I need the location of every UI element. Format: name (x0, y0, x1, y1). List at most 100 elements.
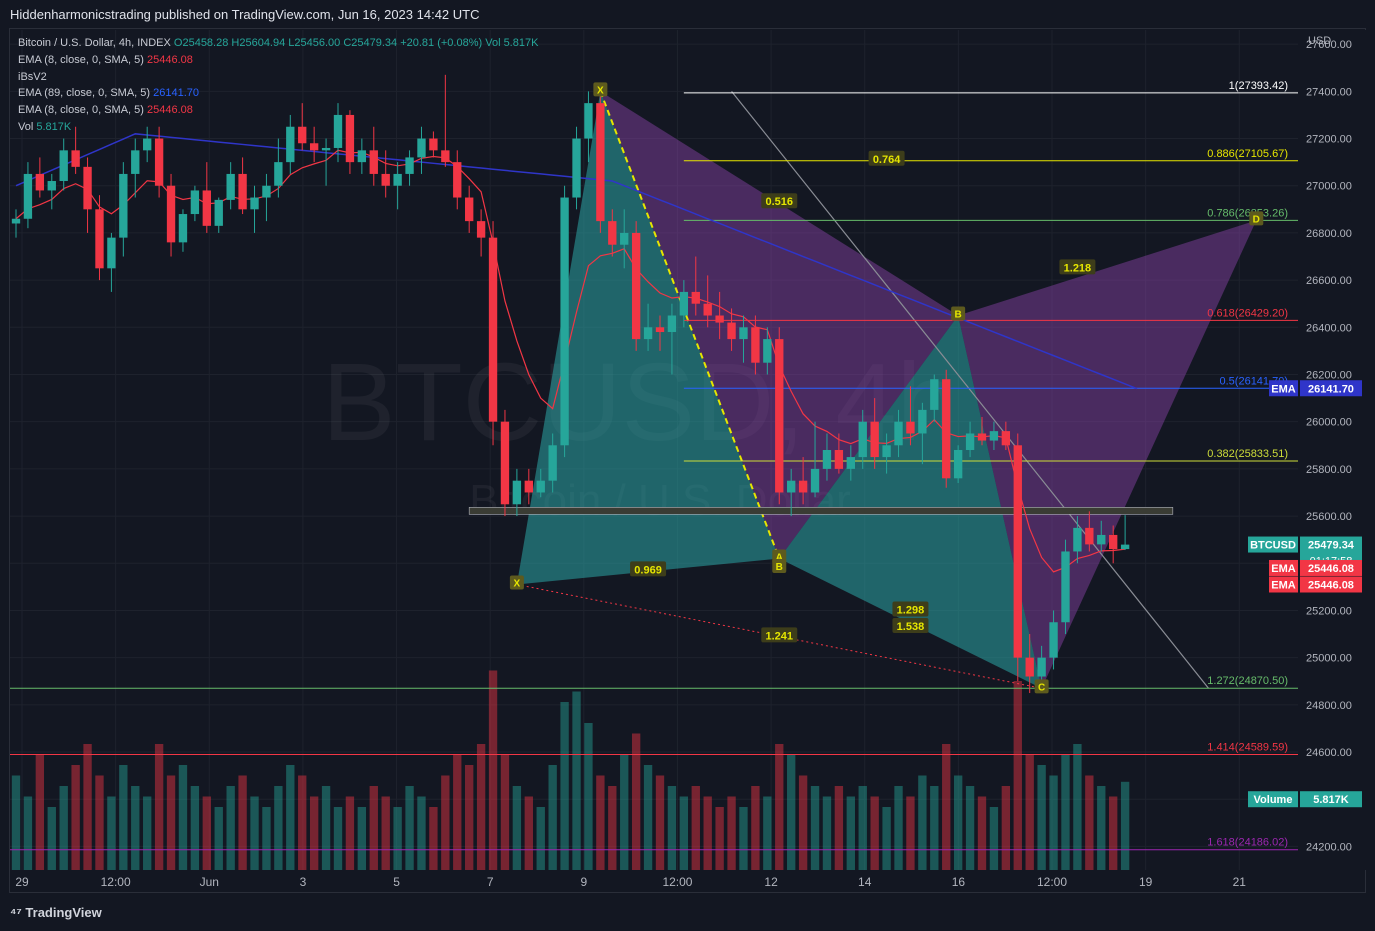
candle[interactable] (763, 327, 772, 375)
candle[interactable] (953, 445, 963, 484)
candle[interactable] (798, 457, 808, 505)
candle[interactable] (321, 138, 331, 186)
candle[interactable] (1085, 511, 1094, 552)
candle[interactable] (810, 421, 820, 498)
candle[interactable] (751, 315, 760, 375)
candle[interactable] (190, 185, 200, 222)
candle[interactable] (512, 468, 522, 517)
candle[interactable] (345, 110, 355, 174)
candle[interactable] (965, 421, 975, 458)
candle[interactable] (679, 280, 689, 328)
candle[interactable] (894, 409, 903, 458)
candle[interactable] (1049, 610, 1058, 670)
candle[interactable] (309, 126, 319, 163)
candle[interactable] (405, 150, 414, 186)
candle[interactable] (906, 386, 915, 446)
candle[interactable] (846, 445, 855, 481)
candle[interactable] (59, 138, 68, 191)
candle[interactable] (95, 195, 104, 281)
candle[interactable] (1097, 520, 1106, 552)
candle[interactable] (787, 468, 796, 517)
candle[interactable] (202, 162, 211, 233)
candle[interactable] (715, 291, 724, 340)
candle[interactable] (667, 303, 677, 375)
candle[interactable] (560, 185, 569, 458)
candle[interactable] (119, 162, 128, 257)
legend-ibs[interactable]: iBsV2 (18, 69, 538, 86)
candle[interactable] (417, 126, 426, 174)
candle[interactable] (942, 369, 951, 488)
candle[interactable] (333, 103, 343, 163)
candle[interactable] (643, 303, 653, 351)
candle[interactable] (631, 221, 641, 351)
candle[interactable] (596, 96, 605, 233)
candle[interactable] (143, 126, 152, 163)
legend-symbol-row[interactable]: Bitcoin / U.S. Dollar, 4h, INDEX O25458.… (18, 35, 538, 52)
candle[interactable] (178, 209, 188, 252)
candle[interactable] (1109, 525, 1118, 564)
candle[interactable] (298, 103, 307, 151)
candle[interactable] (250, 185, 259, 233)
candle[interactable] (441, 74, 450, 167)
candle[interactable] (1025, 634, 1034, 694)
candle[interactable] (989, 421, 999, 450)
candle[interactable] (83, 157, 92, 233)
candle[interactable] (918, 402, 927, 465)
candle[interactable] (357, 138, 367, 174)
candle[interactable] (1037, 645, 1046, 686)
price-tag[interactable]: EMA 25446.08 (1269, 576, 1362, 593)
candle[interactable] (154, 126, 164, 198)
candle[interactable] (226, 162, 235, 210)
candle[interactable] (930, 374, 939, 422)
candle[interactable] (71, 126, 80, 174)
candle[interactable] (166, 173, 176, 257)
candle[interactable] (548, 433, 557, 493)
legend-ema8b[interactable]: EMA (8, close, 0, SMA, 5) 25446.08 (18, 102, 538, 119)
candle[interactable] (465, 185, 474, 233)
candle[interactable] (11, 209, 21, 238)
candle[interactable] (1061, 539, 1070, 635)
legend-ema89[interactable]: EMA (89, close, 0, SMA, 5) 26141.70 (18, 85, 538, 102)
candle[interactable] (703, 275, 712, 328)
candle[interactable] (882, 433, 891, 474)
candle[interactable] (834, 433, 844, 474)
candle[interactable] (775, 327, 784, 505)
candle[interactable] (453, 150, 462, 210)
candle[interactable] (381, 150, 390, 198)
price-tag[interactable]: EMA 26141.70 (1269, 380, 1362, 397)
candle[interactable] (524, 468, 533, 505)
candle[interactable] (1001, 421, 1011, 450)
candle[interactable] (107, 232, 116, 292)
candle[interactable] (393, 162, 402, 210)
legend-ema8[interactable]: EMA (8, close, 0, SMA, 5) 25446.08 (18, 52, 538, 69)
candle[interactable] (214, 197, 223, 233)
candle[interactable] (476, 209, 486, 257)
candle[interactable] (23, 162, 33, 229)
candle[interactable] (131, 138, 140, 198)
price-tag[interactable]: EMA 25446.08 (1269, 559, 1362, 576)
candle[interactable] (274, 138, 283, 198)
candle[interactable] (429, 131, 438, 158)
candle[interactable] (739, 315, 748, 363)
candle[interactable] (1120, 515, 1130, 551)
candle[interactable] (655, 315, 665, 351)
candle[interactable] (1013, 433, 1022, 682)
candle[interactable] (691, 256, 700, 316)
candle[interactable] (488, 221, 498, 446)
candle[interactable] (727, 308, 736, 351)
candle[interactable] (572, 126, 581, 210)
candle[interactable] (620, 209, 629, 269)
candle[interactable] (1073, 516, 1082, 564)
candle[interactable] (977, 416, 987, 446)
candle[interactable] (369, 126, 378, 186)
candle[interactable] (608, 209, 617, 257)
candle[interactable] (822, 433, 832, 481)
candle[interactable] (500, 409, 510, 517)
candle[interactable] (286, 114, 295, 174)
legend-vol[interactable]: Vol 5.817K (18, 119, 538, 136)
candle[interactable] (858, 409, 867, 469)
candle[interactable] (262, 173, 271, 222)
candle[interactable] (35, 157, 45, 198)
candle[interactable] (536, 468, 545, 498)
